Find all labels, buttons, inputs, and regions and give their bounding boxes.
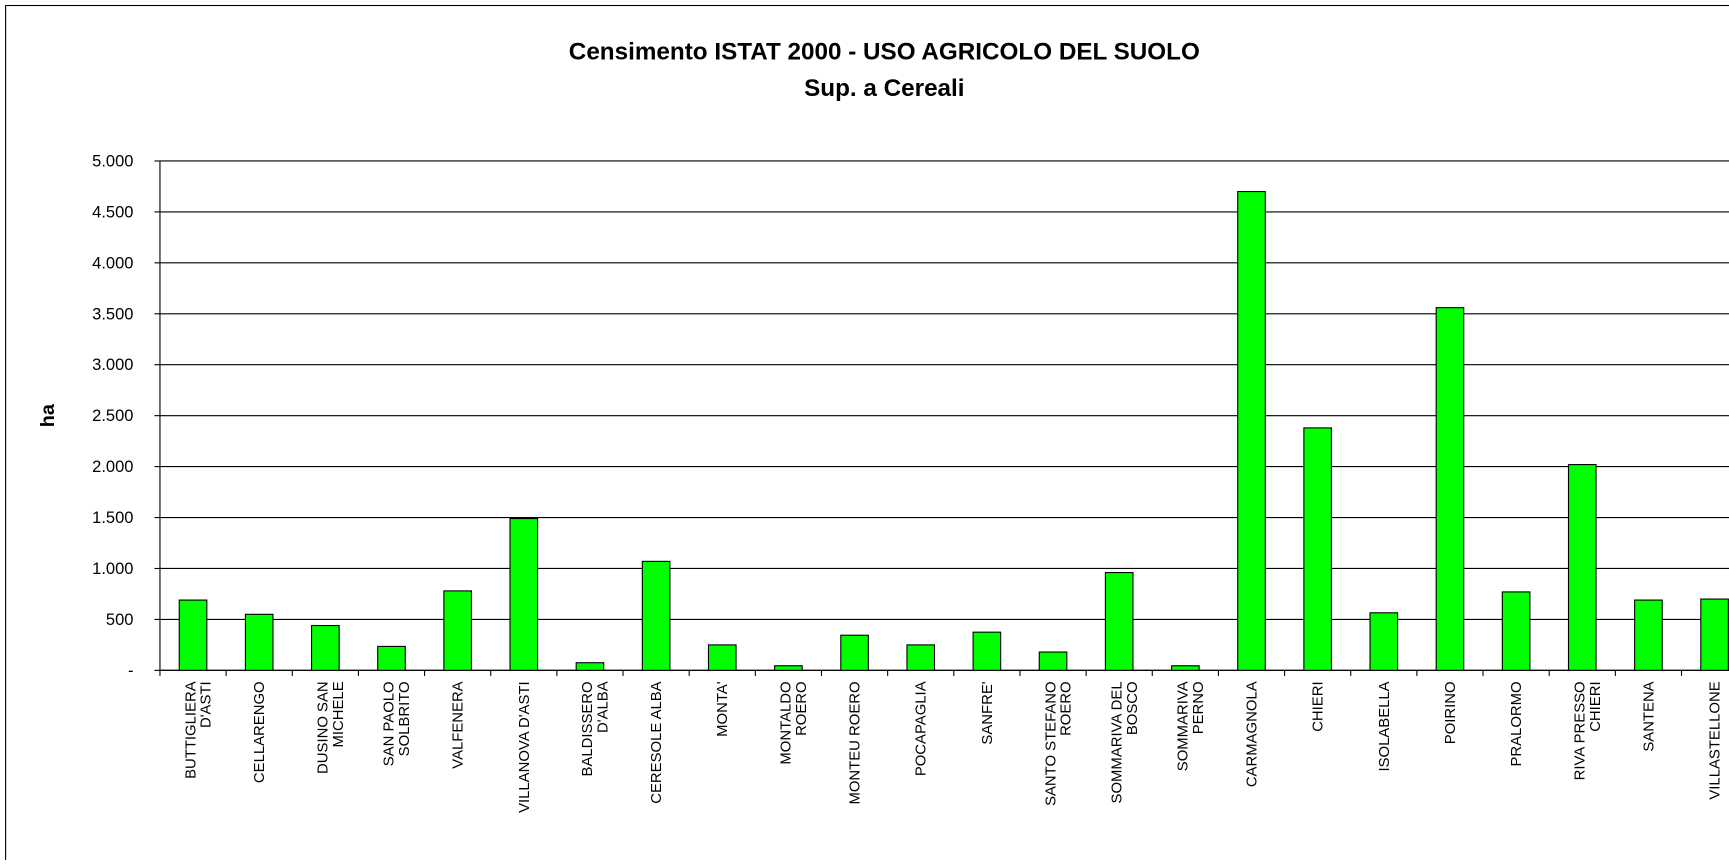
y-tick-label: 3.000 <box>92 355 133 374</box>
bar <box>641 560 671 671</box>
y-tick-label: 2.000 <box>92 457 133 476</box>
bar <box>1634 599 1663 671</box>
bar <box>509 518 539 671</box>
y-tick-label: 4.500 <box>92 202 133 221</box>
chart-subtitle: Sup. a Cereali <box>804 75 964 102</box>
y-tick-label: 4.000 <box>92 253 133 272</box>
bar <box>1038 651 1068 671</box>
x-tick-label: BALDISSEROD'ALBA <box>580 681 611 776</box>
bar <box>707 644 737 671</box>
bar <box>575 662 605 671</box>
x-tick-label: CARMAGNOLA <box>1244 681 1260 787</box>
x-tick-label: CELLARENGO <box>252 681 268 783</box>
y-tick-label: 1.000 <box>92 559 133 578</box>
bar <box>1567 464 1597 671</box>
y-axis-label: ha <box>37 403 59 427</box>
x-tick-label: PRALORMO <box>1509 681 1525 766</box>
bar <box>311 624 340 671</box>
x-tick-label: SANFRE' <box>980 681 996 744</box>
x-tick-label: DUSINO SANMICHELE <box>316 681 347 774</box>
bar <box>1700 598 1729 671</box>
bar <box>906 644 936 671</box>
bar <box>1104 572 1134 671</box>
x-tick-label: CERESOLE ALBA <box>649 681 665 803</box>
x-tick-label: BUTTIGLIERAD'ASTI <box>183 681 214 779</box>
x-tick-label: SOMMARIVAPERNO <box>1176 681 1207 771</box>
x-tick-label: MONTALDOROERO <box>779 681 810 764</box>
bar <box>972 631 1002 671</box>
x-tick-label: VILLANOVA D'ASTI <box>517 681 533 813</box>
bar <box>178 599 208 671</box>
x-tick-label: MONTA' <box>715 681 731 737</box>
x-tick-label: ISOLABELLA <box>1377 681 1393 771</box>
y-tick-label: 2.500 <box>92 406 133 425</box>
x-tick-label: MONTEU ROERO <box>848 681 864 804</box>
bar <box>774 665 803 671</box>
x-tick-label: CHIERI <box>1311 681 1327 731</box>
bar <box>1435 307 1465 671</box>
y-tick-label: 500 <box>106 610 134 629</box>
x-tick-label: SAN PAOLOSOLBRITO <box>382 681 413 766</box>
bar <box>443 590 472 671</box>
x-tick-label: POIRINO <box>1443 681 1459 744</box>
x-tick-label: SANTO STEFANOROERO <box>1043 681 1074 806</box>
y-tick-label: - <box>128 661 134 680</box>
x-tick-label: POCAPAGLIA <box>914 681 930 776</box>
bar <box>377 645 406 671</box>
x-tick-label: VALFENERA <box>451 681 467 768</box>
chart-title: Censimento ISTAT 2000 - USO AGRICOLO DEL… <box>569 39 1200 66</box>
bar <box>1237 190 1266 671</box>
x-tick-label: RIVA PRESSOCHIERI <box>1572 681 1603 780</box>
y-tick-label: 5.000 <box>92 151 133 170</box>
y-tick-label: 1.500 <box>92 508 133 527</box>
bar <box>1369 612 1399 671</box>
bar <box>244 613 274 671</box>
bar <box>1501 591 1531 671</box>
bar <box>840 634 869 671</box>
y-tick-label: 3.500 <box>92 304 133 323</box>
bar <box>1303 427 1332 671</box>
bar <box>1171 665 1200 671</box>
x-tick-label: VILLASTELLONE <box>1708 681 1724 799</box>
x-tick-label: SOMMARIVA DELBOSCO <box>1109 681 1140 803</box>
x-tick-label: SANTENA <box>1641 681 1657 751</box>
